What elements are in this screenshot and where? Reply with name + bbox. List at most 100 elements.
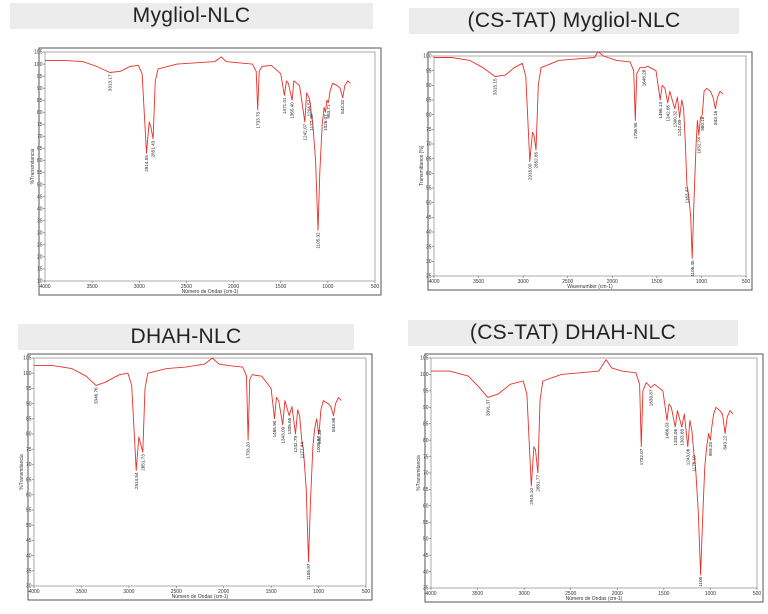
- peak-label: 1343.09: [280, 426, 285, 443]
- plot-area: [44, 51, 376, 282]
- peak-label: 1242.09: [677, 119, 682, 136]
- y-tick-label: 60: [423, 504, 429, 510]
- plot-area: [433, 55, 747, 277]
- y-tick-label: 85: [426, 98, 432, 104]
- peak-label: 980.18: [700, 116, 705, 130]
- y-tick-label: 15: [37, 267, 43, 273]
- x-tick-label: 3500: [87, 284, 98, 290]
- x-tick-label: 4000: [28, 589, 39, 595]
- x-tick-label: 1000: [322, 284, 333, 290]
- x-axis-label: Wavenumber (cm-1): [567, 284, 613, 290]
- chart-title: DHAH-NLC: [18, 324, 354, 350]
- peak-label: 1243.06: [685, 448, 690, 465]
- y-tick-label: 75: [426, 127, 432, 133]
- y-tick-label: 80: [423, 438, 429, 444]
- y-tick-label: 75: [423, 454, 429, 460]
- peak-label: 1106.45: [690, 260, 695, 277]
- y-tick-label: 105: [420, 356, 429, 362]
- spectrum-line: [45, 56, 351, 231]
- x-tick-label: 1000: [705, 591, 716, 597]
- peak-label: 2851.77: [536, 475, 541, 492]
- x-tick-label: 2500: [565, 591, 576, 597]
- y-tick-label: 85: [37, 98, 43, 104]
- y-tick-label: 90: [37, 86, 43, 92]
- chart-title: Mygliol-NLC: [10, 3, 373, 29]
- y-tick-label: 45: [26, 538, 32, 544]
- y-tick-label: 45: [426, 215, 432, 221]
- x-tick-label: 500: [371, 284, 380, 290]
- y-tick-label: 55: [37, 170, 43, 176]
- x-tick-label: 4000: [425, 591, 436, 597]
- peak-label: 1177.46: [309, 114, 314, 131]
- y-tick-label: 90: [26, 401, 32, 407]
- y-tick-label: 20: [37, 255, 43, 261]
- y-tick-label: 100: [420, 372, 429, 378]
- y-tick-label: 65: [426, 156, 432, 162]
- spectrum-line: [434, 51, 724, 259]
- peak-label: 1342.85: [665, 104, 670, 121]
- x-tick-label: 1500: [275, 284, 286, 290]
- y-tick-label: 95: [426, 68, 432, 74]
- y-axis-label: %Transmitancia: [19, 454, 25, 490]
- peak-label: 993.71: [326, 104, 331, 118]
- peak-label: 1733.73: [255, 111, 260, 128]
- peak-label: 1106: [698, 576, 703, 586]
- peak-label: 3346.76: [94, 387, 99, 404]
- peak-label: 959.28: [708, 442, 713, 456]
- y-tick-label: 85: [423, 421, 429, 427]
- x-tick-label: 4000: [428, 279, 439, 285]
- peak-label: 1300.32: [672, 110, 677, 127]
- y-tick-label: 35: [26, 569, 32, 575]
- peak-label: 1177.44: [299, 442, 304, 459]
- peak-label: 3315.15: [493, 78, 498, 95]
- x-tick-label: 3000: [123, 589, 134, 595]
- peak-label: 1466.03: [665, 422, 670, 439]
- y-tick-label: 70: [423, 471, 429, 477]
- peak-label: 1242.79: [293, 436, 298, 453]
- x-tick-label: 2500: [171, 589, 182, 595]
- x-axis-label: Número de Ondas (cm-1): [566, 596, 623, 602]
- x-tick-label: 500: [362, 589, 371, 595]
- peak-label: 843.16: [713, 110, 718, 124]
- peak-label: 1105.32: [316, 232, 321, 249]
- y-tick-label: 35: [423, 586, 429, 592]
- x-tick-label: 2500: [181, 284, 192, 290]
- peak-label: 2915.10: [529, 488, 534, 505]
- peak-label: 1466.13: [658, 102, 663, 119]
- spectrum-line: [431, 359, 734, 576]
- chart-frame: [427, 51, 753, 291]
- x-tick-label: 2000: [228, 284, 239, 290]
- peak-label: 1465.90: [272, 420, 277, 437]
- x-tick-label: 3000: [518, 279, 529, 285]
- peak-label: 2914.54: [134, 472, 139, 489]
- y-tick-label: 75: [26, 447, 32, 453]
- y-tick-label: 45: [37, 194, 43, 200]
- y-axis-label: Transmittance [%]: [419, 145, 425, 186]
- peak-label: 1106.97: [306, 563, 311, 580]
- peak-label: 843.98: [331, 417, 336, 431]
- x-tick-label: 4000: [39, 284, 50, 290]
- x-tick-label: 500: [753, 591, 762, 597]
- peak-label: 1163.47: [685, 187, 690, 204]
- y-tick-label: 50: [426, 200, 432, 206]
- peak-label: 1178.19: [692, 455, 697, 472]
- x-tick-label: 3500: [472, 591, 483, 597]
- y-tick-label: 60: [26, 493, 32, 499]
- peak-label: 2852.85: [534, 151, 539, 168]
- y-tick-label: 35: [37, 218, 43, 224]
- y-tick-label: 25: [426, 274, 432, 280]
- y-tick-label: 55: [426, 186, 432, 192]
- peak-label: 3313.17: [107, 74, 112, 91]
- peak-label: 1303.68: [679, 429, 684, 446]
- y-tick-label: 95: [423, 389, 429, 395]
- y-tick-label: 50: [26, 523, 32, 529]
- x-axis-label: Número de Ondas (cm-1): [172, 594, 229, 600]
- y-tick-label: 25: [37, 243, 43, 249]
- y-tick-label: 45: [423, 553, 429, 559]
- y-tick-label: 80: [26, 432, 32, 438]
- y-tick-label: 70: [37, 134, 43, 140]
- peak-label: 1343.06: [673, 429, 678, 446]
- y-tick-label: 95: [37, 74, 43, 80]
- y-tick-label: 100: [23, 371, 32, 377]
